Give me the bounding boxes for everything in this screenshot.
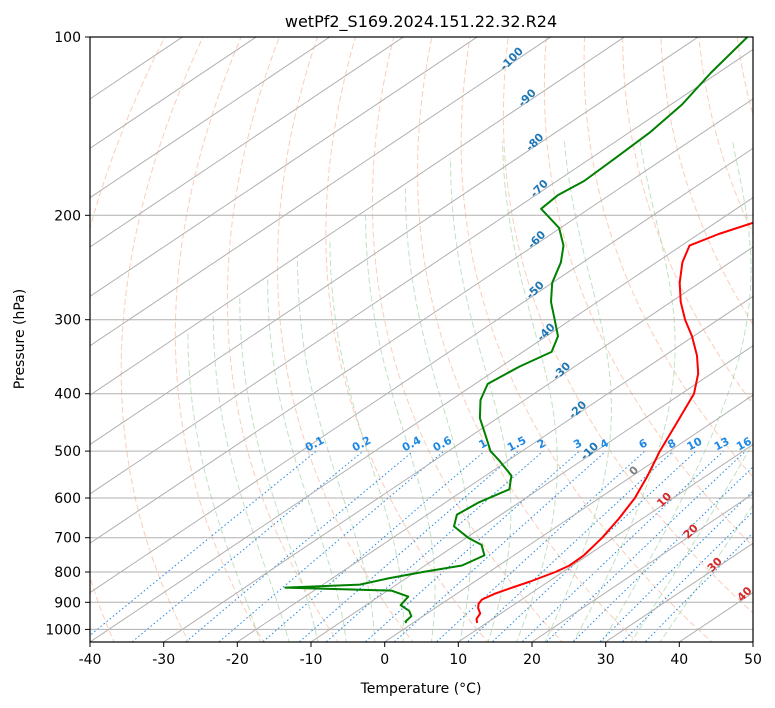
x-tick-label: -40 — [79, 652, 102, 668]
mixing-ratio-line — [90, 450, 317, 636]
moist-adiabat-line — [630, 441, 753, 642]
isotherm-line — [90, 98, 753, 544]
y-tick-label: 700 — [54, 531, 81, 547]
isotherm-line — [383, 394, 753, 642]
mixing-ratio-line — [298, 450, 519, 642]
temperature-profile-line — [475, 221, 753, 624]
mixing-ratio-line — [393, 450, 607, 642]
isotherm-line — [457, 443, 753, 642]
dry-adiabat-line — [174, 37, 265, 642]
moist-adiabats — [187, 141, 753, 642]
isotherm-line — [90, 197, 753, 642]
moist-adiabat-line — [267, 277, 347, 642]
isotherm-line — [90, 37, 258, 149]
dry-adiabat-line — [417, 37, 638, 642]
x-axis-ticks: -40 -30 -20 -10 0 10 20 30 40 50 — [79, 642, 762, 668]
moist-adiabat-line — [601, 141, 752, 642]
x-tick-label: 50 — [744, 652, 762, 668]
y-tick-label: 300 — [54, 313, 81, 329]
x-tick-label: 30 — [597, 652, 615, 668]
sounding-series — [284, 37, 753, 624]
isotherms — [90, 37, 753, 642]
isotherm-line — [531, 493, 753, 642]
dry-adiabat-line — [543, 37, 753, 547]
mixing-ratio-line — [364, 450, 580, 642]
isotherm-line — [162, 246, 753, 642]
y-tick-label: 100 — [54, 30, 81, 46]
dry-adiabat-line — [90, 37, 166, 642]
dry-adiabats — [90, 37, 753, 642]
moist-adiabat-line — [239, 297, 319, 642]
isotherm-line — [236, 295, 753, 642]
chart-title: wetPf2_S169.2024.151.22.32.R24 — [285, 12, 557, 32]
mixing-ratio-line — [621, 510, 753, 642]
isotherm-line — [90, 37, 405, 248]
mixing-ratio-line — [262, 450, 486, 642]
moist-adiabat-line — [573, 141, 676, 642]
plot-area: 0.10.20.40.611.52346810131620253036-100-… — [90, 37, 754, 642]
isotherm-line — [90, 37, 479, 298]
dry-adiabat-line — [698, 37, 753, 235]
mixing-ratio-line — [466, 450, 674, 642]
mixing-ratio-line — [545, 450, 746, 642]
mixing-ratio-label: 10 — [685, 435, 705, 454]
x-tick-label: -30 — [152, 652, 175, 668]
plot-frame — [89, 36, 754, 643]
moist-adiabat-line — [365, 215, 436, 642]
y-tick-label: 200 — [54, 208, 81, 224]
dry-adiabat-line — [622, 37, 753, 405]
moist-adiabat-line — [450, 157, 512, 642]
moist-adiabat-line — [659, 504, 753, 642]
moist-adiabat-line — [187, 332, 261, 642]
mixing-ratio-label: 16 — [734, 435, 754, 454]
moist-adiabat-line — [544, 141, 612, 642]
y-axis-label: Pressure (hPa) — [12, 289, 28, 389]
x-axis-label: Temperature (°C) — [360, 681, 482, 697]
mixing-ratio-line — [218, 450, 445, 642]
x-tick-label: 0 — [380, 652, 389, 668]
moist-adiabat-line — [405, 188, 472, 642]
dry-adiabat-line — [502, 37, 753, 614]
isotherm-line — [90, 147, 753, 594]
y-axis-ticks: 100 200 300 400 500 600 700 800 900 1000 — [45, 30, 90, 638]
x-tick-label: 20 — [523, 652, 541, 668]
mixing-ratio-label: 13 — [712, 435, 732, 454]
isotherm-line — [90, 37, 626, 396]
dry-adiabat-line — [226, 37, 339, 642]
isotherm-line — [90, 37, 700, 446]
mixing-ratio-line — [644, 532, 753, 642]
x-tick-label: 10 — [449, 652, 467, 668]
y-tick-label: 1000 — [45, 622, 81, 638]
isotherm-line — [90, 37, 331, 199]
isotherm-line — [90, 37, 552, 347]
dry-adiabat-line — [460, 37, 713, 642]
moist-adiabat-line — [212, 315, 290, 642]
mixing-ratio-line — [325, 450, 544, 642]
isotherm-line — [90, 48, 753, 495]
y-tick-label: 900 — [54, 595, 81, 611]
isotherm-line — [310, 345, 753, 642]
mixing-ratio-line — [131, 450, 364, 642]
dry-adiabat-line — [277, 37, 414, 642]
x-tick-label: -10 — [300, 652, 323, 668]
dewpoint-profile-line — [284, 37, 749, 624]
y-tick-label: 800 — [54, 565, 81, 581]
dry-adiabat-line — [583, 37, 753, 478]
y-tick-label: 600 — [54, 491, 81, 507]
dry-adiabat-line — [372, 37, 564, 642]
mixing-ratio-line — [599, 490, 753, 642]
x-tick-label: -20 — [226, 652, 249, 668]
x-tick-label: 40 — [670, 652, 688, 668]
y-tick-label: 400 — [54, 387, 81, 403]
y-tick-label: 500 — [54, 444, 81, 460]
dry-adiabat-line — [120, 37, 204, 642]
